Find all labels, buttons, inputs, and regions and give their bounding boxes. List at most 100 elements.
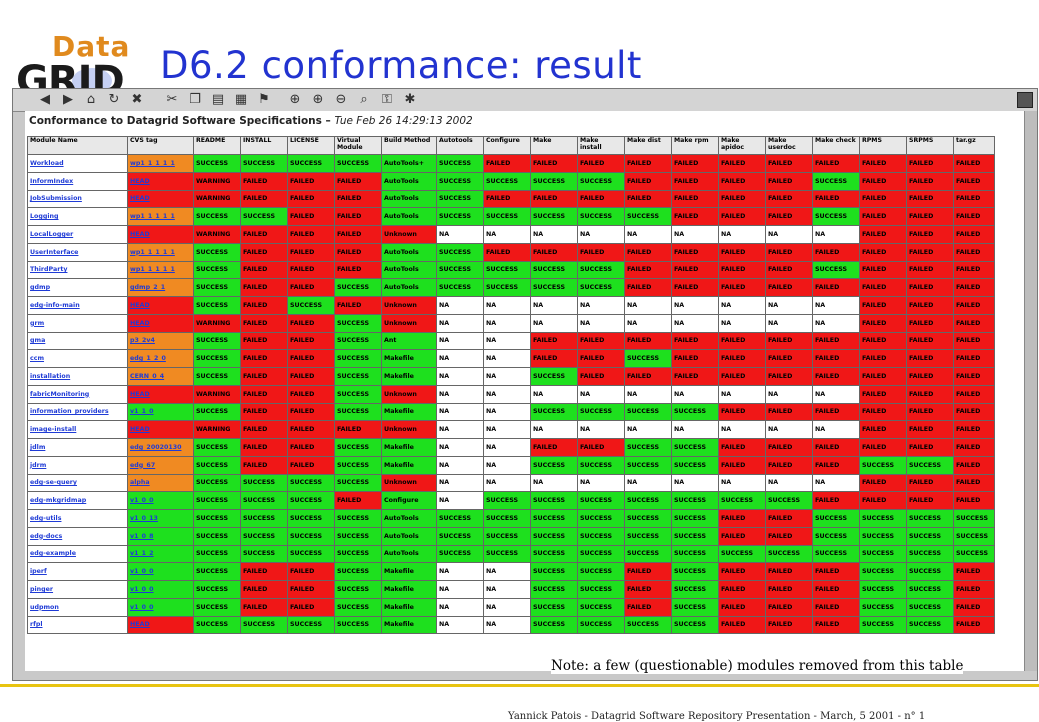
- cvs-tag-link[interactable]: alpha: [127, 473, 194, 493]
- status-cell: Unknown: [381, 384, 437, 404]
- status-cell: FAILED: [906, 260, 954, 280]
- module-name-link[interactable]: UserInterface: [27, 242, 128, 262]
- module-name-link[interactable]: LocalLogger: [27, 225, 128, 244]
- status-cell: NA: [483, 615, 531, 635]
- module-name-link[interactable]: gdmp: [27, 278, 128, 297]
- cvs-tag-link[interactable]: HEAD: [127, 171, 194, 191]
- cvs-tag-link[interactable]: wp1_1_1_1_1: [127, 154, 194, 173]
- module-name-link[interactable]: edg-info-main: [27, 296, 128, 315]
- back-icon[interactable]: ◀: [40, 92, 50, 107]
- status-cell: NA: [483, 402, 531, 422]
- status-cell: FAILED: [530, 242, 578, 262]
- module-name-link[interactable]: pinger: [27, 580, 128, 599]
- module-name-link[interactable]: fabricMonitoring: [27, 384, 128, 404]
- cvs-tag-link[interactable]: CERN_0_4: [127, 367, 194, 386]
- status-cell: NA: [624, 296, 672, 315]
- print-icon[interactable]: ▦: [234, 92, 248, 107]
- bookmark-icon[interactable]: ⚑: [258, 92, 270, 107]
- secure-icon[interactable]: ⚿: [382, 92, 392, 107]
- cvs-tag-link[interactable]: HEAD: [127, 420, 194, 439]
- cvs-tag-link[interactable]: wp1_1_1_1_1: [127, 260, 194, 280]
- status-cell: FAILED: [287, 438, 335, 457]
- status-cell: FAILED: [812, 189, 860, 209]
- copy-icon[interactable]: ❐: [189, 92, 201, 107]
- module-name-link[interactable]: ccm: [27, 349, 128, 368]
- cvs-tag-link[interactable]: HEAD: [127, 189, 194, 209]
- cvs-tag-link[interactable]: HEAD: [127, 384, 194, 404]
- cvs-tag-link[interactable]: v1_0_13: [127, 509, 194, 528]
- module-name-link[interactable]: grm: [27, 313, 128, 333]
- cvs-tag-link[interactable]: v1_0_0: [127, 597, 194, 617]
- status-cell: FAILED: [671, 260, 719, 280]
- module-name-link[interactable]: edg-mkgridmap: [27, 491, 128, 510]
- cvs-tag-link[interactable]: gdmp_2_1: [127, 278, 194, 297]
- status-cell: SUCCESS: [859, 526, 907, 546]
- status-cell: FAILED: [334, 242, 382, 262]
- cvs-tag-link[interactable]: edg_67: [127, 455, 194, 475]
- zoom-fit-icon[interactable]: ⊕: [289, 92, 301, 107]
- status-cell: FAILED: [953, 367, 995, 386]
- module-name-link[interactable]: iperf: [27, 562, 128, 581]
- zoom-icon[interactable]: ⌕: [360, 92, 368, 107]
- status-cell: WARNING: [193, 313, 241, 333]
- stop-icon[interactable]: ✖: [131, 92, 143, 107]
- module-name-link[interactable]: Logging: [27, 207, 128, 226]
- reload-icon[interactable]: ↻: [108, 92, 120, 107]
- home-icon[interactable]: ⌂: [86, 92, 96, 107]
- window-menu-icon[interactable]: [1017, 92, 1033, 108]
- column-header: Make userdoc: [765, 136, 813, 155]
- module-name-link[interactable]: gma: [27, 331, 128, 351]
- cvs-tag-link[interactable]: HEAD: [127, 296, 194, 315]
- status-cell: SUCCESS: [436, 509, 484, 528]
- cvs-tag-link[interactable]: p3_2v4: [127, 331, 194, 351]
- status-cell: SUCCESS: [334, 526, 382, 546]
- module-name-link[interactable]: jdlm: [27, 438, 128, 457]
- cvs-tag-link[interactable]: HEAD: [127, 615, 194, 635]
- status-cell: Unknown: [381, 225, 437, 244]
- status-cell: NA: [718, 473, 766, 493]
- module-name-link[interactable]: edg-utils: [27, 509, 128, 528]
- status-cell: SUCCESS: [530, 597, 578, 617]
- cvs-tag-link[interactable]: wp1_1_1_1_1: [127, 207, 194, 226]
- cvs-tag-link[interactable]: HEAD: [127, 225, 194, 244]
- cvs-tag-link[interactable]: v1_0_0: [127, 580, 194, 599]
- status-cell: NA: [671, 225, 719, 244]
- cvs-tag-link[interactable]: v1_0_0: [127, 491, 194, 510]
- cut-icon[interactable]: ✂: [166, 92, 178, 107]
- module-name-link[interactable]: edg-docs: [27, 526, 128, 546]
- module-name-link[interactable]: ThirdParty: [27, 260, 128, 280]
- cvs-tag-link[interactable]: edg_1_2_0: [127, 349, 194, 368]
- module-name-link[interactable]: Workload: [27, 154, 128, 173]
- paste-icon[interactable]: ▤: [211, 92, 225, 107]
- cvs-tag-link[interactable]: v1_0_8: [127, 526, 194, 546]
- status-cell: Makefile: [381, 580, 437, 599]
- module-name-link[interactable]: installation: [27, 367, 128, 386]
- vertical-scrollbar[interactable]: [1024, 111, 1037, 671]
- settings-icon[interactable]: ✱: [404, 92, 416, 107]
- module-name-link[interactable]: rfpl: [27, 615, 128, 635]
- zoom-in-icon[interactable]: ⊕: [312, 92, 324, 107]
- status-cell: SUCCESS: [812, 171, 860, 191]
- cvs-tag-link[interactable]: edg_20020130: [127, 438, 194, 457]
- module-name-link[interactable]: InformIndex: [27, 171, 128, 191]
- cvs-tag-link[interactable]: HEAD: [127, 313, 194, 333]
- module-name-link[interactable]: edg-example: [27, 544, 128, 564]
- zoom-out-icon[interactable]: ⊖: [335, 92, 347, 107]
- status-cell: FAILED: [859, 207, 907, 226]
- status-cell: NA: [483, 580, 531, 599]
- module-name-link[interactable]: JobSubmission: [27, 189, 128, 209]
- status-cell: SUCCESS: [671, 615, 719, 635]
- cvs-tag-link[interactable]: v1_1_0: [127, 402, 194, 422]
- status-cell: SUCCESS: [334, 615, 382, 635]
- cvs-tag-link[interactable]: v1_1_2: [127, 544, 194, 564]
- module-name-link[interactable]: information_providers: [27, 402, 128, 422]
- module-name-link[interactable]: image-install: [27, 420, 128, 439]
- cvs-tag-link[interactable]: wp1_1_1_1_1: [127, 242, 194, 262]
- page-content: Conformance to Datagrid Software Specifi…: [25, 111, 1025, 671]
- forward-icon[interactable]: ▶: [63, 92, 73, 107]
- module-name-link[interactable]: jdrm: [27, 455, 128, 475]
- module-name-link[interactable]: udpmon: [27, 597, 128, 617]
- module-name-link[interactable]: edg-se-query: [27, 473, 128, 493]
- cvs-tag-link[interactable]: v1_0_0: [127, 562, 194, 581]
- status-cell: SUCCESS: [577, 544, 625, 564]
